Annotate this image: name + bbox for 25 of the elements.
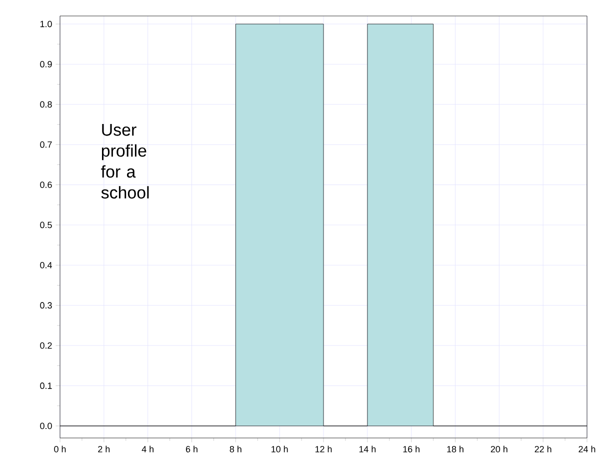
- x-tick-label: 22 h: [534, 446, 552, 452]
- x-tick-label: 6 h: [186, 446, 198, 452]
- annotation: User profile for a school: [101, 124, 149, 199]
- y-tick-label: 0.6: [40, 182, 52, 188]
- y-tick-label: 0.0: [40, 422, 52, 430]
- x-tick-label: 8 h: [230, 446, 242, 452]
- y-tick-label: 0.9: [40, 61, 52, 68]
- x-tick-label: 12 h: [315, 446, 332, 452]
- x-tick-label: 10 h: [272, 446, 288, 452]
- y-tick-label: 0.8: [40, 101, 52, 108]
- y-tick-label: 0.1: [40, 382, 52, 389]
- x-tick-label: 2 h: [98, 446, 110, 452]
- y-tick-label: 0.5: [40, 222, 52, 228]
- y-tick-label: 0.7: [40, 141, 52, 148]
- x-tick-label: 14 h: [359, 446, 376, 452]
- y-tick-label: 1.0: [40, 20, 52, 28]
- y-tick-label: 0.2: [40, 342, 52, 349]
- x-tick-label: 18 h: [447, 446, 464, 452]
- x-tick-label: 4 h: [142, 446, 154, 452]
- x-tick-label: 20 h: [490, 446, 508, 452]
- y-tick-label: 0.3: [40, 302, 52, 309]
- y-tick-label: 0.4: [40, 262, 52, 268]
- x-tick-label: 24 h: [578, 446, 596, 452]
- x-tick-label: 16 h: [403, 446, 420, 452]
- x-tick-label: 0 h: [54, 446, 66, 452]
